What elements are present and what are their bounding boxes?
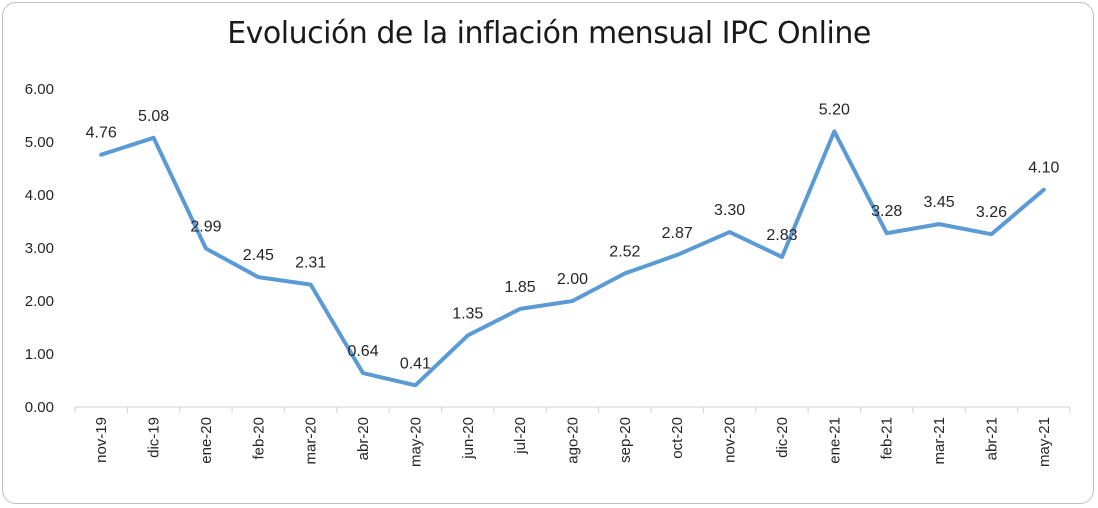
data-label: 3.30 bbox=[714, 202, 745, 219]
x-tick-label: jul-20 bbox=[512, 417, 529, 455]
data-label: 3.26 bbox=[976, 204, 1007, 221]
x-tick-label: ene-21 bbox=[826, 417, 843, 464]
x-tick-label: abr-20 bbox=[355, 417, 372, 460]
x-tick-label: ago-20 bbox=[565, 417, 582, 464]
data-label: 2.31 bbox=[295, 255, 326, 272]
y-tick-label: 5.00 bbox=[25, 134, 54, 151]
data-label: 4.76 bbox=[86, 125, 117, 142]
data-label: 3.45 bbox=[924, 194, 955, 211]
data-label: 2.99 bbox=[190, 219, 221, 236]
data-label: 5.20 bbox=[819, 101, 850, 118]
y-tick-label: 2.00 bbox=[25, 293, 54, 310]
x-tick-label: feb-20 bbox=[250, 417, 267, 460]
x-tick-label: dic-19 bbox=[146, 417, 163, 458]
x-tick-label: may-20 bbox=[407, 417, 424, 467]
x-tick-label: ene-20 bbox=[198, 417, 215, 464]
y-tick-label: 3.00 bbox=[25, 240, 54, 257]
x-tick-label: mar-20 bbox=[303, 417, 320, 465]
x-tick-label: oct-20 bbox=[669, 417, 686, 459]
x-tick-label: nov-19 bbox=[93, 417, 110, 463]
data-label: 1.35 bbox=[452, 305, 483, 322]
data-label: 0.41 bbox=[400, 355, 431, 372]
data-label: 2.00 bbox=[557, 271, 588, 288]
data-label: 1.85 bbox=[505, 279, 536, 296]
data-label: 2.87 bbox=[662, 225, 693, 242]
data-label: 2.45 bbox=[243, 247, 274, 264]
x-tick-label: mar-21 bbox=[931, 417, 948, 465]
x-tick-label: dic-20 bbox=[774, 417, 791, 458]
data-label: 3.28 bbox=[871, 203, 902, 220]
data-label: 2.52 bbox=[609, 243, 640, 260]
x-tick-label: nov-20 bbox=[722, 417, 739, 463]
x-tick-label: feb-21 bbox=[879, 417, 896, 460]
x-tick-label: sep-20 bbox=[617, 417, 634, 463]
x-tick-label: abr-21 bbox=[983, 417, 1000, 460]
y-tick-label: 4.00 bbox=[25, 187, 54, 204]
y-tick-label: 6.00 bbox=[25, 81, 54, 98]
data-label: 2.83 bbox=[766, 227, 797, 244]
data-label: 0.64 bbox=[347, 343, 378, 360]
y-tick-label: 0.00 bbox=[25, 399, 54, 416]
x-tick-label: may-21 bbox=[1036, 417, 1053, 467]
chart-title: Evolución de la inflación mensual IPC On… bbox=[227, 16, 871, 51]
series-line bbox=[99, 129, 1046, 388]
y-tick-label: 1.00 bbox=[25, 346, 54, 363]
data-label: 5.08 bbox=[138, 108, 169, 125]
data-label: 4.10 bbox=[1028, 160, 1059, 177]
x-tick-label: jun-20 bbox=[460, 417, 477, 460]
